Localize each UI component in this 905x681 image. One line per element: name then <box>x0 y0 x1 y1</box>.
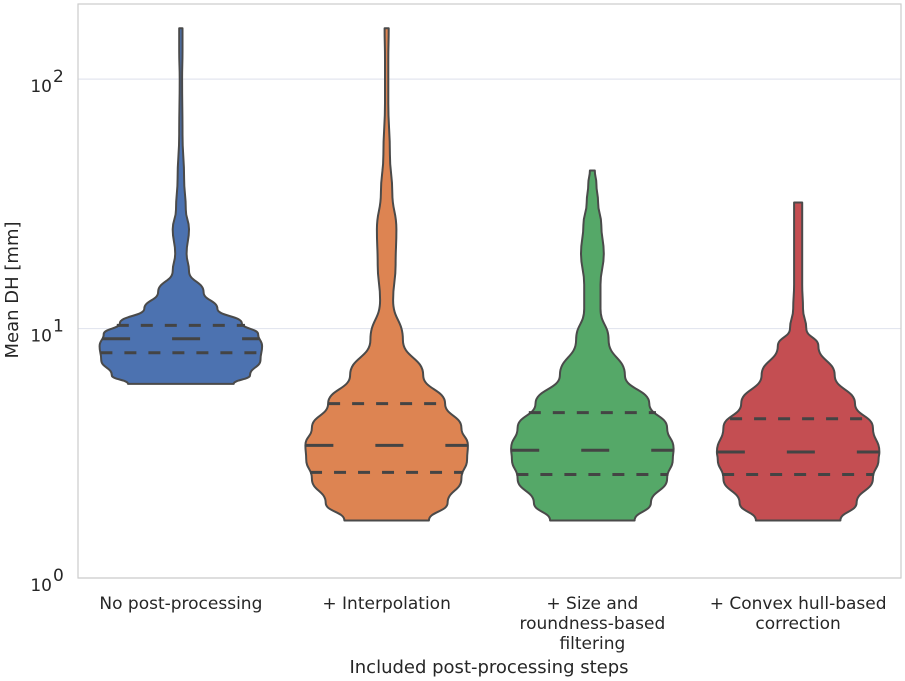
x-tick-label: No post-processing <box>99 594 262 614</box>
y-tick-label: 10 0 <box>30 566 63 596</box>
y-tick-label: 10 1 <box>30 317 63 347</box>
violins <box>98 27 881 522</box>
violin-body <box>304 27 469 522</box>
plot-frame <box>77 3 902 579</box>
y-tick-label: 10 2 <box>30 67 63 97</box>
x-tick-label-line: roundness-based <box>519 614 665 634</box>
x-tick-labels: No post-processing + Interpolation + Size … <box>99 594 886 654</box>
y-tick-exponent: 0 <box>53 566 64 586</box>
x-tick-label-line: No post-processing <box>99 594 262 614</box>
x-tick-label: + Convex hull-based correction <box>710 594 887 634</box>
y-tick-base: 10 <box>30 327 52 347</box>
violin-body <box>715 201 881 522</box>
x-tick-label-line: correction <box>755 614 840 634</box>
x-tick-label-line: filtering <box>559 634 625 654</box>
x-axis-label: Included post-processing steps <box>349 657 628 678</box>
y-tick-exponent: 1 <box>53 317 64 337</box>
x-tick-label: + Interpolation <box>322 594 450 614</box>
violin-body <box>98 27 264 385</box>
y-axis-label: Mean DH [mm] <box>2 222 23 359</box>
x-tick-label-line: + Interpolation <box>322 594 450 614</box>
y-tick-base: 10 <box>30 77 52 97</box>
axes-frame <box>77 3 902 579</box>
y-tick-exponent: 2 <box>53 67 64 87</box>
x-tick-label-line: + Size and <box>546 594 638 614</box>
y-tick-base: 10 <box>30 576 52 596</box>
violin-body <box>510 169 675 522</box>
x-tick-label-line: + Convex hull-based <box>710 594 887 614</box>
x-tick-label: + Size and roundness-based filtering <box>519 594 665 654</box>
